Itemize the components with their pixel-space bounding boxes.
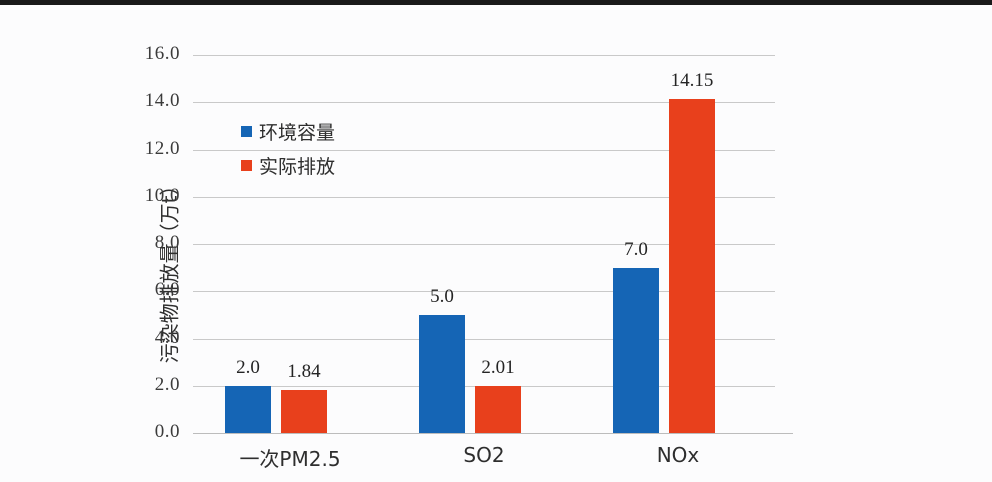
gridline [193,55,775,56]
y-axis-tick-label: 10.0 [144,184,180,206]
x-axis-label-1: 一次PM2.5 [239,447,341,471]
top-edge-strip [0,0,992,5]
legend-item-actual-emission[interactable]: 实际排放 [241,152,335,178]
bar-actual-emission[interactable] [669,98,715,433]
x-axis-line [193,433,793,434]
gridline [193,244,775,245]
bar-actual-emission[interactable] [475,385,521,433]
gridline [193,338,775,340]
gridline [193,291,775,293]
bar-environment-capacity[interactable] [225,385,271,433]
y-axis-tick-label: 14.0 [144,90,180,112]
bar-actual-emission[interactable] [281,389,327,433]
gridline [193,102,775,104]
bar-value-label: 2.01 [481,356,515,378]
bar-environment-capacity[interactable] [419,314,465,433]
x-axis-label-2: SO2 [463,443,505,467]
legend-swatch-icon [241,125,252,137]
legend-item-environment-capacity[interactable]: 环境容量 [241,118,335,144]
y-axis-tick-label: 8.0 [154,232,180,253]
y-axis-tick-label: 0.0 [154,421,180,442]
y-axis-tick-labels: 16.0 14.0 12.0 10.0 8.0 6.0 4.0 2.0 0.0 [120,43,180,442]
bar-value-label: 2.0 [236,356,260,378]
bar-value-label: 14.15 [670,69,714,91]
gridline [193,196,775,198]
chart-legend: 环境容量 实际排放 [241,118,335,186]
y-axis-tick-label: 12.0 [144,137,180,159]
y-axis-tick-label: 16.0 [144,43,180,64]
bar-environment-capacity[interactable] [613,267,659,433]
gridline [193,149,775,151]
legend-swatch-icon [241,159,252,171]
bar-value-label: 5.0 [430,285,454,307]
legend-label: 实际排放 [259,155,336,178]
y-axis-tick-label: 6.0 [154,279,180,301]
y-axis-tick-label: 4.0 [154,326,180,348]
y-axis-tick-label: 2.0 [154,373,180,395]
bar-value-label: 1.84 [287,360,321,382]
x-axis-label-3: NOx [656,443,700,467]
legend-label: 环境容量 [259,121,336,144]
bar-value-label: 7.0 [624,238,648,260]
plot-area: 2.0 1.84 5.0 2.01 7.0 14.15 [193,55,775,434]
